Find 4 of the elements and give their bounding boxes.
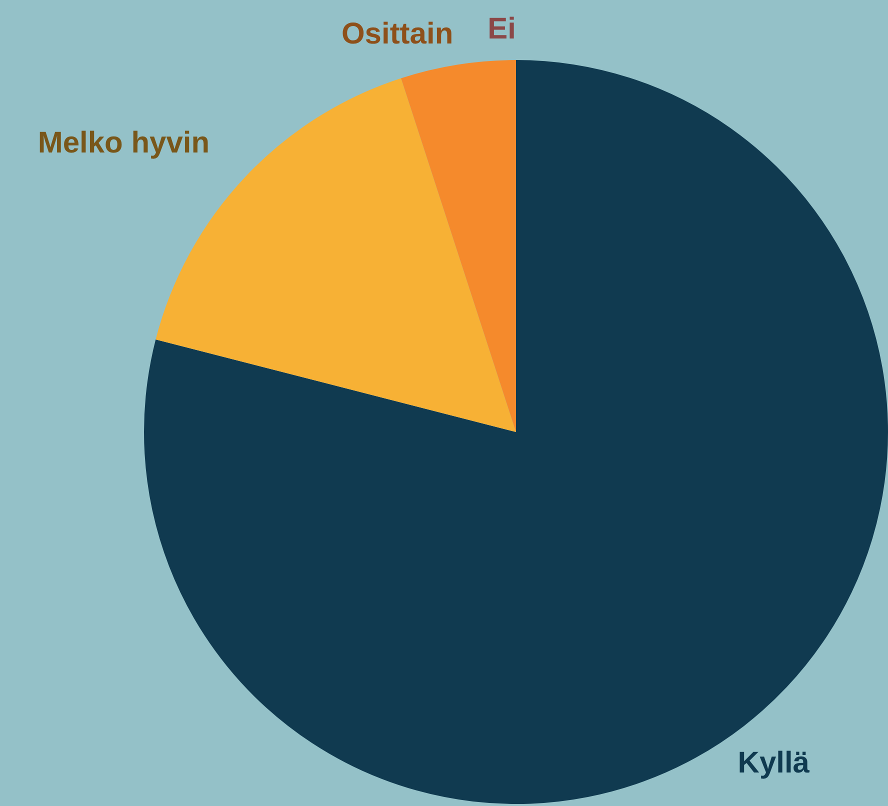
slice-label: Kyllä [738, 746, 810, 780]
category-label: Ei [488, 12, 516, 46]
slice-label: Melko hyvin [38, 126, 210, 160]
slice-label: Osittain [341, 17, 454, 50]
